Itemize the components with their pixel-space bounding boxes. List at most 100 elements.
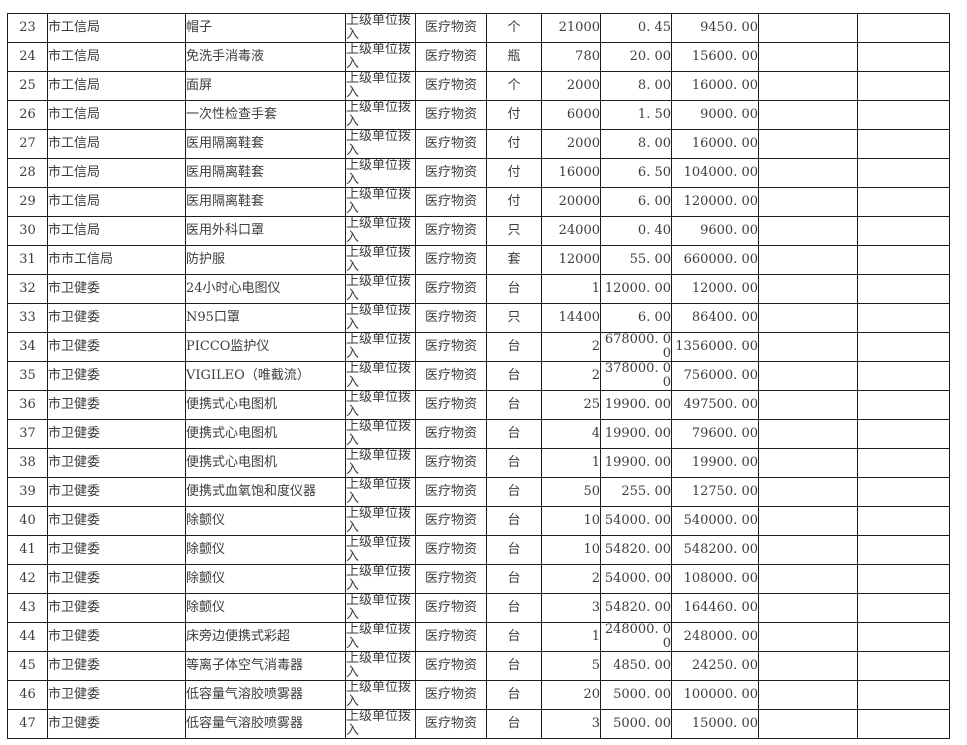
organization-cell: 市工信局	[47, 216, 186, 246]
unit-price-cell: 55. 00	[600, 245, 672, 275]
unit-price-cell: 678000. 00	[600, 332, 672, 362]
item-name-cell: N95口罩	[185, 303, 346, 333]
unit-cell: 套	[486, 245, 542, 275]
funding-source-cell: 上级单位拨入	[345, 593, 416, 623]
unit-cell: 台	[486, 332, 542, 362]
table-row: 28 市工信局 医用隔离鞋套 上级单位拨入 医疗物资付 16000 6. 50 104000.…	[7, 158, 950, 188]
table-row: 46 市卫健委 低容量气溶胶喷雾器 上级单位拨入 医疗物资台 20 5000. 00 1000…	[7, 680, 950, 710]
organization-cell: 市卫健委	[47, 361, 186, 391]
table-row: 40 市卫健委 除颤仪 上级单位拨入 医疗物资台 10 54000. 00 540000. 0…	[7, 506, 950, 536]
empty-cell	[758, 274, 858, 304]
category-cell: 医疗物资	[415, 274, 487, 304]
unit-cell: 台	[486, 680, 542, 710]
organization-cell: 市工信局	[47, 187, 186, 217]
organization-cell: 市卫健委	[47, 419, 186, 449]
category-cell: 医疗物资	[415, 680, 487, 710]
unit-cell: 个	[486, 13, 542, 43]
unit-price-cell: 19900. 00	[600, 390, 672, 420]
item-name-cell: 除颤仪	[185, 506, 346, 536]
quantity-cell: 6000	[541, 100, 601, 130]
item-name-cell: 低容量气溶胶喷雾器	[185, 709, 346, 739]
funding-source-cell: 上级单位拨入	[345, 42, 416, 72]
unit-price-cell: 12000. 00	[600, 274, 672, 304]
organization-cell: 市工信局	[47, 42, 186, 72]
unit-price-cell: 1. 50	[600, 100, 672, 130]
item-name-cell: 低容量气溶胶喷雾器	[185, 680, 346, 710]
row-number-cell: 29	[7, 187, 48, 217]
empty-cell	[758, 361, 858, 391]
funding-source-cell: 上级单位拨入	[345, 245, 416, 275]
funding-source-cell: 上级单位拨入	[345, 216, 416, 246]
row-number-cell: 37	[7, 419, 48, 449]
medical-supplies-table: 23 市工信局 帽子 上级单位拨入 医疗物资个 21000 0. 45 9450. 00 24 市…	[7, 13, 950, 739]
empty-cell	[758, 390, 858, 420]
total-amount-cell: 79600. 00	[671, 419, 759, 449]
total-amount-cell: 15000. 00	[671, 709, 759, 739]
unit-cell: 台	[486, 709, 542, 739]
empty-cell	[758, 535, 858, 565]
organization-cell: 市工信局	[47, 100, 186, 130]
category-cell: 医疗物资	[415, 709, 487, 739]
funding-source-cell: 上级单位拨入	[345, 100, 416, 130]
empty-cell	[758, 564, 858, 594]
empty-cell	[857, 477, 950, 507]
empty-cell	[857, 593, 950, 623]
empty-cell	[857, 535, 950, 565]
unit-cell: 台	[486, 361, 542, 391]
category-cell: 医疗物资	[415, 419, 487, 449]
funding-source-cell: 上级单位拨入	[345, 709, 416, 739]
row-number-cell: 44	[7, 622, 48, 652]
total-amount-cell: 19900. 00	[671, 448, 759, 478]
unit-price-cell: 20. 00	[600, 42, 672, 72]
category-cell: 医疗物资	[415, 506, 487, 536]
quantity-cell: 1	[541, 274, 601, 304]
table-row: 43 市卫健委 除颤仪 上级单位拨入 医疗物资台 3 54820. 00 164460. 00	[7, 593, 950, 623]
empty-cell	[857, 361, 950, 391]
unit-price-cell: 255. 00	[600, 477, 672, 507]
table-row: 39 市卫健委 便携式血氧饱和度仪器 上级单位拨入 医疗物资台 50 255. 00 1275…	[7, 477, 950, 507]
organization-cell: 市卫健委	[47, 680, 186, 710]
table-row: 26 市工信局 一次性检查手套 上级单位拨入 医疗物资付 6000 1. 50 9000. 0…	[7, 100, 950, 130]
row-number-cell: 27	[7, 129, 48, 159]
total-amount-cell: 108000. 00	[671, 564, 759, 594]
organization-cell: 市卫健委	[47, 477, 186, 507]
unit-price-cell: 0. 45	[600, 13, 672, 43]
quantity-cell: 3	[541, 709, 601, 739]
unit-price-cell: 4850. 00	[600, 651, 672, 681]
empty-cell	[758, 709, 858, 739]
empty-cell	[857, 303, 950, 333]
empty-cell	[758, 622, 858, 652]
category-cell: 医疗物资	[415, 564, 487, 594]
row-number-cell: 46	[7, 680, 48, 710]
row-number-cell: 47	[7, 709, 48, 739]
empty-cell	[857, 187, 950, 217]
row-number-cell: 33	[7, 303, 48, 333]
unit-price-cell: 6. 00	[600, 187, 672, 217]
row-number-cell: 41	[7, 535, 48, 565]
total-amount-cell: 9450. 00	[671, 13, 759, 43]
unit-price-cell: 8. 00	[600, 71, 672, 101]
total-amount-cell: 540000. 00	[671, 506, 759, 536]
quantity-cell: 2000	[541, 129, 601, 159]
total-amount-cell: 660000. 00	[671, 245, 759, 275]
unit-price-cell: 0. 40	[600, 216, 672, 246]
unit-cell: 台	[486, 593, 542, 623]
total-amount-cell: 9000. 00	[671, 100, 759, 130]
row-number-cell: 39	[7, 477, 48, 507]
quantity-cell: 780	[541, 42, 601, 72]
organization-cell: 市卫健委	[47, 448, 186, 478]
empty-cell	[758, 158, 858, 188]
organization-cell: 市卫健委	[47, 506, 186, 536]
organization-cell: 市卫健委	[47, 651, 186, 681]
unit-price-cell: 54000. 00	[600, 506, 672, 536]
total-amount-cell: 497500. 00	[671, 390, 759, 420]
item-name-cell: 除颤仪	[185, 564, 346, 594]
organization-cell: 市卫健委	[47, 622, 186, 652]
quantity-cell: 2	[541, 361, 601, 391]
funding-source-cell: 上级单位拨入	[345, 71, 416, 101]
row-number-cell: 35	[7, 361, 48, 391]
total-amount-cell: 16000. 00	[671, 129, 759, 159]
empty-cell	[857, 680, 950, 710]
empty-cell	[857, 332, 950, 362]
category-cell: 医疗物资	[415, 13, 487, 43]
